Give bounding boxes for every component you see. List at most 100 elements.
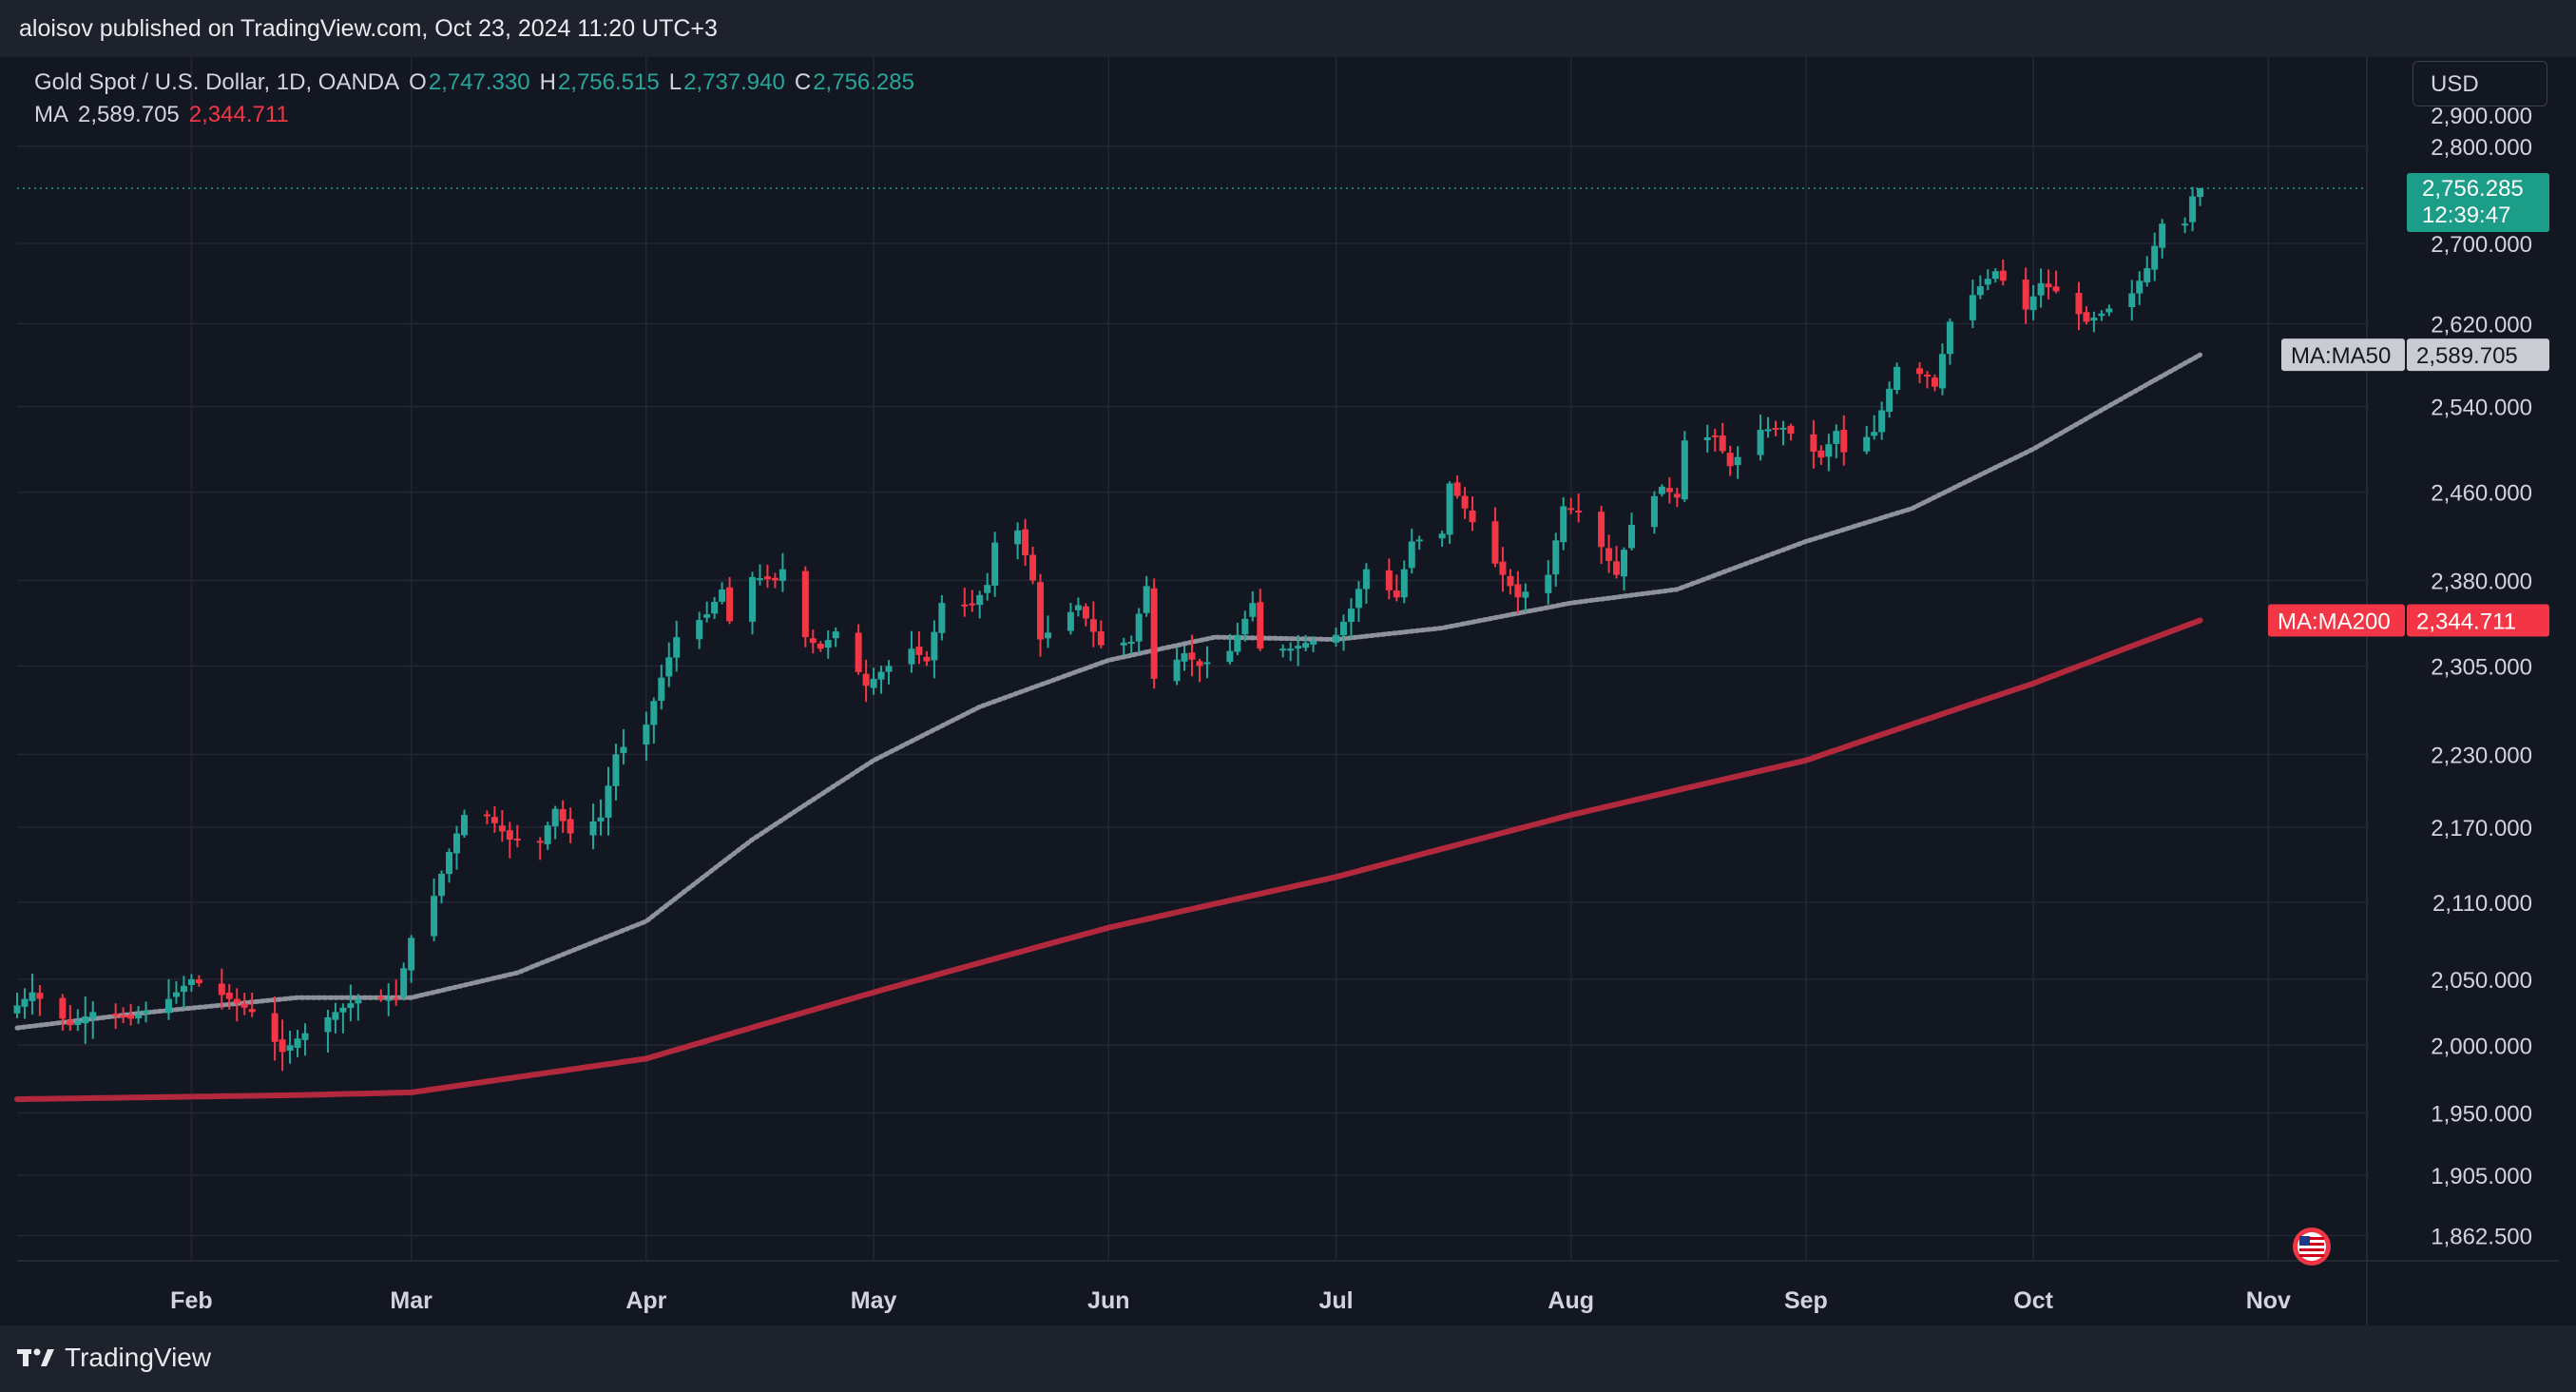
candle-body bbox=[1499, 561, 1507, 575]
candle-body bbox=[589, 821, 597, 836]
chart-legend: Gold Spot / U.S. Dollar, 1D, OANDA O2,747… bbox=[34, 67, 924, 131]
candle-body bbox=[1469, 510, 1476, 523]
y-tick-label: 2,110.000 bbox=[2432, 891, 2532, 917]
candle-body bbox=[1658, 486, 1665, 494]
candle-body bbox=[1757, 430, 1764, 455]
price-axis[interactable]: 1,862.500 1,905.000 1,950.000 2,000.000 2,05… bbox=[2431, 104, 2532, 1249]
ma200-value-label-bg bbox=[2407, 604, 2549, 637]
candle-body bbox=[1415, 539, 1423, 542]
candle-body bbox=[1257, 602, 1264, 649]
candle-body bbox=[67, 1019, 74, 1026]
candle-body bbox=[673, 637, 681, 658]
candle-body bbox=[1726, 453, 1734, 467]
candle-body bbox=[1287, 648, 1295, 651]
open-value: 2,747.330 bbox=[428, 69, 530, 95]
candle-body bbox=[1400, 569, 1408, 598]
candle-body bbox=[400, 968, 408, 997]
close-label: C bbox=[794, 69, 812, 95]
ma-legend-row[interactable]: MA 2,589.705 2,344.711 bbox=[34, 99, 924, 131]
x-tick-label: May bbox=[851, 1287, 897, 1314]
candle-body bbox=[1575, 511, 1583, 513]
candle-body bbox=[1067, 611, 1074, 631]
y-tick-label: 2,540.000 bbox=[2431, 396, 2532, 421]
y-tick-label: 2,380.000 bbox=[2431, 569, 2532, 594]
x-tick-label: Nov bbox=[2246, 1287, 2291, 1314]
candle-body bbox=[862, 673, 870, 686]
y-tick-label: 1,905.000 bbox=[2431, 1164, 2532, 1189]
countdown-label: 12:39:47 bbox=[2422, 203, 2510, 228]
candle-body bbox=[2128, 293, 2136, 307]
candle-body bbox=[1878, 410, 1886, 433]
candle-body bbox=[1127, 641, 1135, 644]
us-flag-icon[interactable] bbox=[2293, 1228, 2331, 1266]
candle-body bbox=[1143, 586, 1150, 613]
candle-body bbox=[1150, 588, 1158, 679]
candle-body bbox=[1969, 295, 1976, 320]
symbol-legend-row[interactable]: Gold Spot / U.S. Dollar, 1D, OANDA O2,747… bbox=[34, 67, 924, 99]
time-axis[interactable]: Feb Mar Apr May Jun Jul Aug Sep Oct Nov bbox=[170, 1287, 2291, 1314]
candle-body bbox=[36, 993, 44, 999]
candle-body bbox=[1621, 550, 1628, 577]
candle-body bbox=[1347, 609, 1355, 623]
candle-body bbox=[2105, 308, 2113, 313]
candle-body bbox=[2090, 318, 2098, 321]
candle-body bbox=[218, 983, 225, 996]
candle-body bbox=[771, 577, 779, 581]
candle-body bbox=[1719, 435, 1726, 452]
candle-body bbox=[1984, 279, 1991, 285]
candle-body bbox=[89, 1012, 97, 1019]
tradingview-brand[interactable]: TradingView bbox=[17, 1343, 211, 1373]
candle-body bbox=[969, 603, 976, 606]
chart-area[interactable] bbox=[17, 57, 2559, 1325]
candle-body bbox=[1991, 271, 1999, 280]
candle-body bbox=[2136, 280, 2143, 294]
brand-name: TradingView bbox=[65, 1343, 212, 1372]
candle-body bbox=[809, 638, 817, 644]
candle-body bbox=[2182, 223, 2189, 226]
candle-body bbox=[1393, 590, 1400, 598]
bottom-bar bbox=[0, 1325, 2576, 1392]
x-tick-label: Sep bbox=[1784, 1287, 1828, 1314]
candle-body bbox=[961, 604, 969, 607]
candle-body bbox=[1249, 603, 1257, 617]
candle-body bbox=[1014, 530, 1022, 545]
candle-body bbox=[408, 938, 415, 971]
y-tick-label: 2,230.000 bbox=[2431, 743, 2532, 768]
ma50-name-label: MA:MA50 bbox=[2291, 343, 2391, 369]
candle-body bbox=[164, 998, 172, 1014]
candle-body bbox=[658, 677, 665, 701]
candle-body bbox=[620, 746, 627, 753]
candle-body bbox=[544, 825, 551, 844]
candle-body bbox=[719, 589, 726, 602]
candle-body bbox=[991, 542, 999, 586]
candle-body bbox=[877, 671, 885, 680]
candle-body bbox=[1022, 529, 1029, 556]
candle-body bbox=[1946, 321, 1953, 355]
candle-body bbox=[1514, 584, 1522, 598]
candle-body bbox=[1916, 368, 1924, 375]
candle-body bbox=[1173, 659, 1181, 682]
candle-body bbox=[498, 825, 506, 832]
candle-body bbox=[597, 817, 605, 822]
candle-body bbox=[817, 643, 824, 649]
candle-body bbox=[1650, 495, 1658, 528]
symbol-name: Gold Spot / U.S. Dollar, 1D, OANDA bbox=[34, 69, 400, 95]
low-value: 2,737.940 bbox=[683, 69, 785, 95]
candle-body bbox=[431, 896, 438, 937]
x-tick-label: Jul bbox=[1318, 1287, 1353, 1314]
currency-button[interactable]: USD bbox=[2413, 61, 2547, 106]
flag-stripe bbox=[2299, 1237, 2324, 1240]
candle-body bbox=[801, 570, 809, 638]
candle-body bbox=[748, 576, 756, 622]
candle-body bbox=[1764, 429, 1772, 432]
candle-body bbox=[180, 985, 187, 993]
open-label: O bbox=[409, 69, 427, 95]
candle-body bbox=[696, 620, 703, 640]
ma50-value-label-bg bbox=[2407, 338, 2549, 372]
candle-body bbox=[1203, 662, 1211, 665]
ma200-path bbox=[14, 617, 2203, 1103]
candle-body bbox=[1355, 589, 1362, 609]
candle-body bbox=[1295, 646, 1302, 649]
